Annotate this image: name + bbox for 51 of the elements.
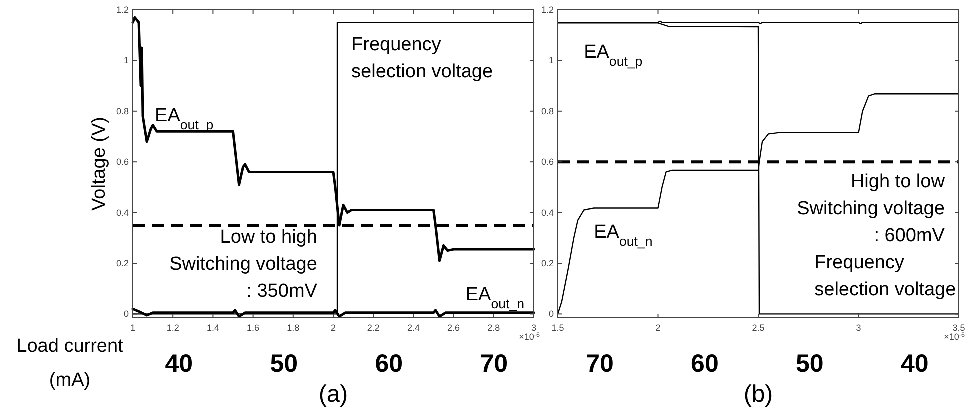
x-tick-label: 3 [531,323,537,333]
x-tick-label: 1.4 [206,323,220,333]
x2-tick-label: 70 [586,350,614,378]
y-tick-label: 0.2 [116,258,129,268]
x-tick-label: 1.6 [247,323,260,333]
ref-line-label: High to low Switching voltage : 600mV [797,171,946,246]
y-tick-label: 0.8 [541,106,554,116]
series-label: EA$_{out_n}$ [466,284,524,311]
y-tick-label: 0.8 [116,106,129,116]
x-tick-label: 3.5 [952,323,966,333]
series-label: Frequency selection voltage [352,34,494,83]
text: ×10$^{-6}$ [519,332,540,342]
y-tick-label: 0.6 [541,157,554,168]
ref-line-label: Low to high Switching voltage : 350mV [170,227,318,302]
y-tick-label: 1.2 [116,5,129,15]
x-tick-label: 1.2 [166,323,180,333]
y-tick-label: 0.2 [541,258,554,268]
x-tick-label: 2 [656,323,661,333]
x2-tick-label: 40 [901,350,929,378]
text: (b) [744,381,774,408]
x2-tick-label: 70 [480,350,508,378]
y-tick-label: 0.4 [116,208,129,218]
x-tick-label: 2.5 [752,323,765,333]
x2-tick-label: 60 [691,350,719,378]
x-tick-label: 2.6 [448,323,460,333]
x-tick-label: 1 [130,323,136,333]
x-tick-label: 2.2 [367,323,380,333]
x2-tick-label: 50 [796,350,824,378]
text: (a) [318,381,348,408]
series-label: EA$_{out_n}$ [594,222,653,249]
series-label: EA$_{out_p}$ [584,42,643,69]
y-tick-label: 1 [548,56,554,66]
y-tick-label: 0.6 [116,157,129,168]
y-tick-label: 1.2 [541,5,554,15]
x2-tick-label: 40 [165,350,194,378]
y-tick-label: 0 [548,309,554,320]
y-tick-label: 0 [124,309,129,320]
x2-tick-label: 50 [270,350,298,378]
y-tick-label: 1 [124,56,129,66]
x2-axis-title: Load current (mA) [16,336,124,391]
x-tick-label: 1.5 [552,323,564,333]
x-tick-label: 3 [856,323,862,333]
x-tick-label: 2.8 [488,323,500,333]
series-label: Frequency selection voltage [814,252,956,301]
x-tick-label: 2.4 [407,323,420,333]
x-tick-label: 2 [330,323,336,333]
y-axis-title: Voltage (V) [89,117,110,211]
y-tick-label: 0.4 [541,208,554,218]
x-tick-label: 1.8 [287,323,300,333]
text: ×10$^{-6}$ [944,332,966,342]
x2-tick-label: 60 [375,350,404,378]
